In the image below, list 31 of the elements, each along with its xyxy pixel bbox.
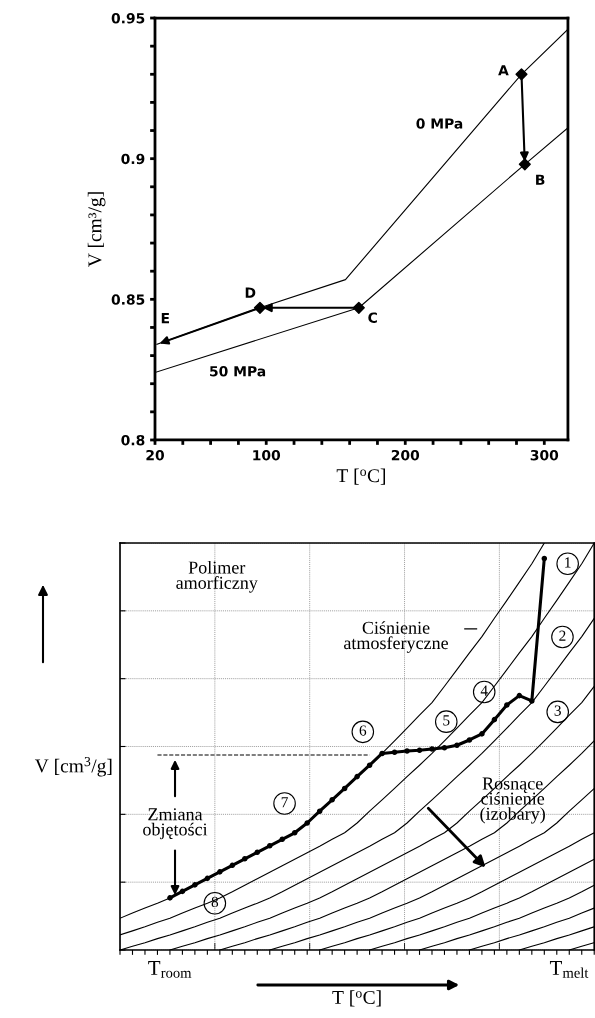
x-axis-title: T [$^{o}$C]	[332, 990, 381, 1007]
x-tick-label: 300	[530, 449, 559, 461]
y-tick-label: 0.95	[111, 12, 145, 24]
annotation: Zmiana objętości	[143, 808, 208, 840]
y-tick-label: 0.9	[121, 153, 145, 165]
x-tick-label: T$_{room}$	[148, 961, 192, 978]
annotation: A	[498, 65, 509, 76]
y-axis-title: V [cm$^{3}$/g]	[34, 757, 112, 777]
y-axis-title: V [cm³/g]	[87, 192, 106, 267]
annotation: 1	[565, 557, 571, 568]
annotation: Ciśnienie atmosferyczne	[344, 621, 449, 653]
y-tick-label: 0.8	[121, 434, 145, 446]
annotation: 50 MPa	[210, 365, 266, 377]
y-tick-label: 0.85	[111, 294, 145, 305]
annotation: 6	[359, 725, 367, 736]
x-tick-label: 200	[391, 449, 420, 461]
annotation: D	[245, 287, 256, 298]
x-axis-title: T [$^{o}$C]	[336, 468, 385, 485]
annotation: 5	[443, 715, 450, 726]
annotation: C	[368, 312, 377, 323]
annotation: 3	[554, 705, 561, 716]
annotation: 4	[480, 685, 488, 696]
annotation: 2	[559, 630, 566, 641]
x-tick-label: 100	[253, 449, 281, 461]
annotation: B	[536, 174, 545, 185]
annotation: Polimer amorficzny	[176, 560, 258, 593]
annotation: 7	[281, 797, 288, 808]
annotation: E	[161, 313, 169, 324]
x-tick-label: 20	[146, 449, 164, 461]
x-tick-label: T$_{melt}$	[549, 961, 589, 978]
annotation: 0 MPa	[416, 118, 463, 129]
